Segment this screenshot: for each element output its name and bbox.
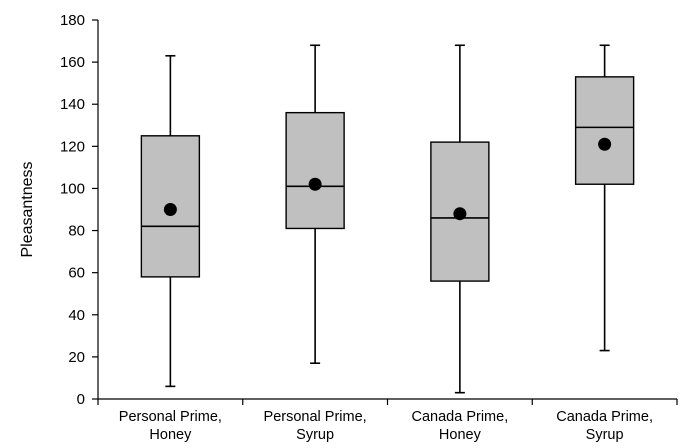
x-category-label: Canada Prime, Syrup [556,409,653,443]
y-axis-title: Pleasantness [19,161,36,257]
x-category-label-line: Personal Prime, [264,409,367,425]
x-category-label: Canada Prime, Honey [412,409,509,443]
mean-marker [163,203,177,216]
iqr-box [285,111,345,230]
y-tick-label: 180 [60,12,85,29]
x-category-label-line: Canada Prime, [556,409,653,425]
boxes-layer [140,44,635,394]
x-category-label: Personal Prime, Honey [119,409,222,443]
y-tick-label: 20 [68,349,85,366]
mean-marker [453,207,467,221]
y-tick-label: 160 [60,54,85,71]
box-group [140,54,201,388]
y-tick-label: 120 [60,138,85,155]
y-tick-label: 140 [60,96,85,113]
x-category-label-line: Canada Prime, [412,409,509,425]
mean-marker [598,137,612,151]
y-tick-label: 80 [68,223,85,240]
x-category-label-line: Personal Prime, [119,409,222,425]
x-category-label-line: Syrup [296,427,334,443]
iqr-box [574,76,635,185]
labels-layer: 0 20 40 60 80 100 120 140 160 180 Personal Prime, H… [19,12,653,443]
x-category-label-line: Honey [439,427,482,443]
y-tick-label: 100 [60,180,85,197]
y-tick-label: 60 [68,265,85,282]
x-category-label-line: Honey [149,427,192,443]
axes-layer [92,19,678,405]
box-group [430,44,490,394]
box-group [285,44,345,365]
box-group [574,44,635,352]
y-tick-label: 40 [68,307,85,324]
y-tick-label: 0 [77,391,85,408]
x-category-label: Personal Prime, Syrup [264,409,367,443]
x-category-label-line: Syrup [586,427,624,443]
mean-marker [308,177,322,191]
